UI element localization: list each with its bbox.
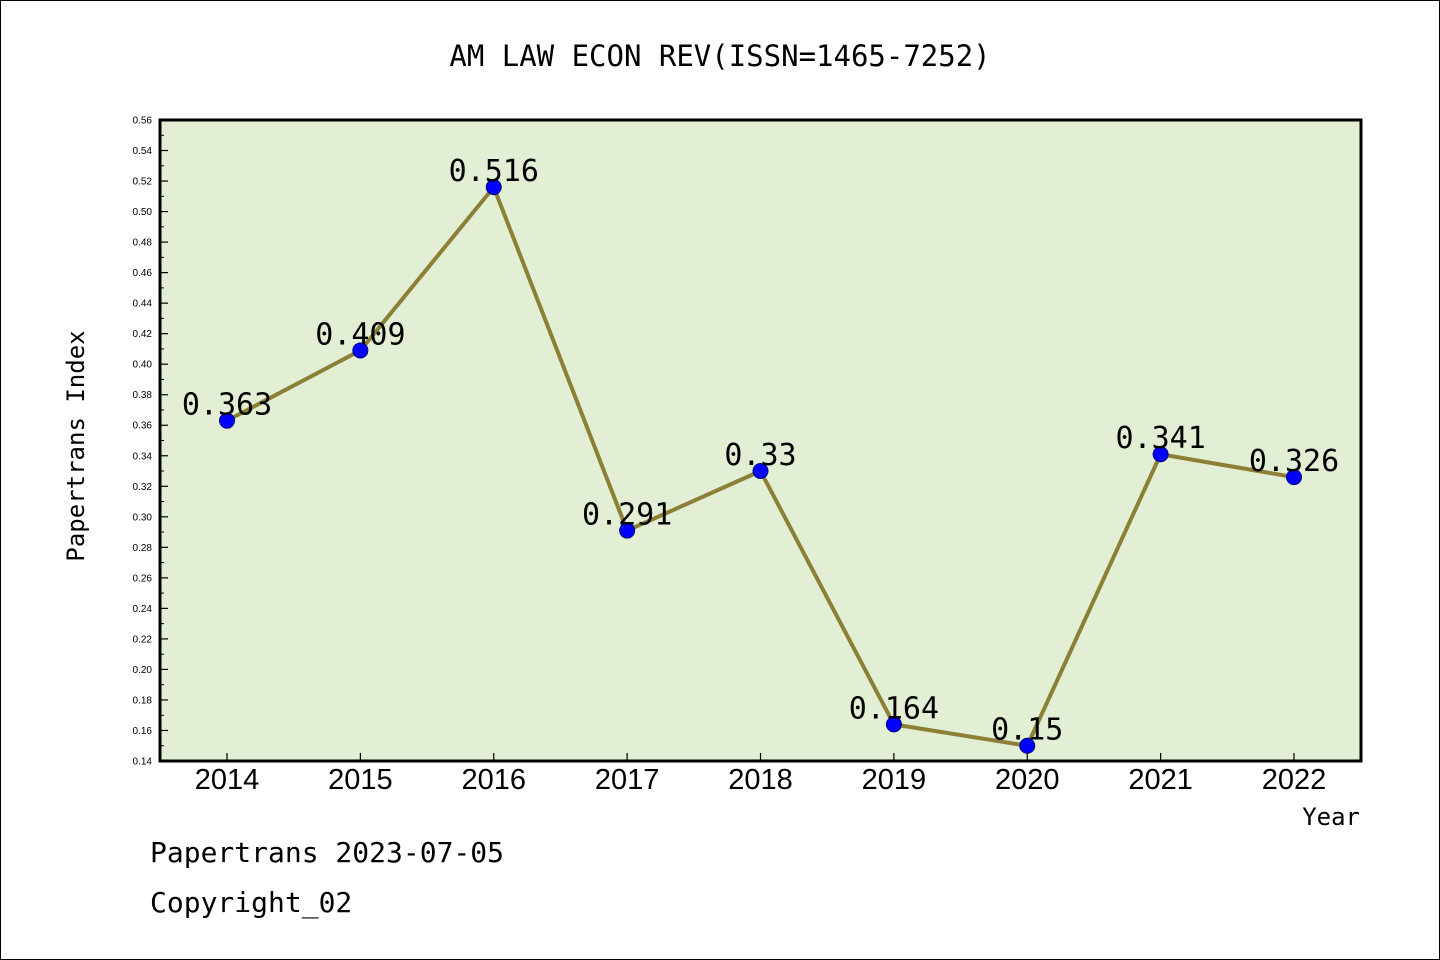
footer-source: Papertrans 2023-07-05: [150, 836, 505, 869]
x-tick-label: 2022: [1262, 764, 1327, 796]
y-tick-label: 0.32: [133, 482, 153, 493]
plot-border: [158, 118, 1363, 763]
x-tick-label: 2017: [595, 764, 660, 796]
data-point: [485, 179, 502, 196]
x-tick-label: 2021: [1128, 764, 1193, 796]
data-point: [885, 716, 902, 733]
y-tick-label: 0.20: [133, 665, 153, 676]
chart-title: AM LAW ECON REV(ISSN=1465-7252): [449, 39, 990, 73]
data-point: [752, 463, 769, 480]
x-tick-label: 2018: [728, 764, 793, 796]
y-tick-label: 0.24: [133, 604, 153, 615]
y-axis-label: Papertrans Index: [62, 330, 90, 561]
y-tick-label: 0.44: [133, 299, 153, 310]
plot-area: [160, 120, 1361, 761]
y-tick-label: 0.42: [133, 329, 153, 340]
x-axis-ticks: 2014 2015 2016 2017 2018 2019 2020 2021 2022: [195, 753, 1327, 796]
footer-copyright: Copyright_02: [150, 886, 353, 919]
data-labels: 0.363 0.409 0.516 0.291 0.33 0.164 0.15 0.341 0.…: [182, 154, 1339, 748]
series-points: [219, 179, 1302, 754]
data-point: [1152, 446, 1169, 463]
y-tick-label: 0.30: [133, 512, 153, 523]
x-tick-label: 2016: [461, 764, 526, 796]
x-tick-label: 2014: [195, 764, 260, 796]
y-tick-label: 0.52: [133, 177, 153, 188]
data-label: 0.409: [315, 317, 405, 352]
y-tick-label: 0.48: [133, 238, 153, 249]
x-tick-label: 2019: [862, 764, 927, 796]
x-axis-label: Year: [1302, 803, 1360, 831]
data-label: 0.15: [991, 713, 1063, 748]
y-tick-label: 0.28: [133, 543, 153, 554]
y-tick-label: 0.34: [133, 451, 153, 462]
data-point: [1019, 737, 1036, 754]
y-tick-label: 0.26: [133, 573, 153, 584]
y-tick-label: 0.22: [133, 634, 153, 645]
data-label: 0.164: [849, 691, 939, 726]
y-tick-label: 0.36: [133, 421, 153, 432]
data-label: 0.326: [1249, 444, 1339, 479]
y-tick-label: 0.40: [133, 360, 153, 371]
data-point: [619, 522, 636, 539]
y-tick-label: 0.16: [133, 726, 153, 737]
data-label: 0.33: [724, 438, 796, 473]
y-tick-label: 0.46: [133, 268, 153, 279]
y-tick-label: 0.38: [133, 390, 153, 401]
data-label: 0.341: [1115, 421, 1205, 456]
data-point: [352, 342, 369, 359]
data-label: 0.516: [449, 154, 539, 189]
y-tick-label: 0.54: [133, 146, 153, 157]
data-label: 0.363: [182, 388, 272, 423]
y-tick-label: 0.50: [133, 207, 153, 218]
y-tick-label: 0.14: [133, 757, 153, 768]
data-label: 0.291: [582, 498, 672, 533]
data-point: [219, 412, 235, 429]
x-tick-label: 2015: [328, 764, 393, 796]
data-point: [1286, 469, 1302, 486]
y-tick-label: 0.18: [133, 695, 153, 706]
y-tick-label: 0.56: [133, 116, 153, 127]
x-tick-label: 2020: [995, 764, 1060, 796]
